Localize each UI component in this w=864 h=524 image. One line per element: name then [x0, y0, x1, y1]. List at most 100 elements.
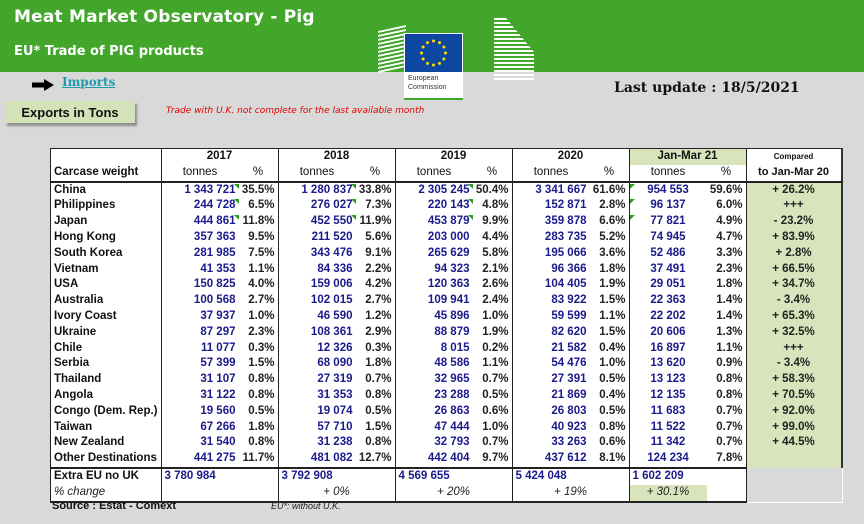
pct-jan-mar-21: 0.9%	[706, 356, 747, 373]
tonnes-2017: 11 077	[200, 341, 236, 354]
compared-change: - 23.2%	[746, 214, 843, 230]
pct-jan-mar-21: 0.7%	[706, 403, 747, 420]
compared-change	[746, 451, 843, 468]
tonnes-2018: 343 476	[310, 246, 353, 259]
pct-2018: 12.7%	[355, 451, 396, 468]
tonnes-2017: 19 560	[200, 404, 236, 417]
country-cell: New Zealand	[50, 435, 162, 452]
tonnes-2020: 83 922	[551, 294, 587, 307]
tonnes-jan-mar-21: 74 945	[650, 230, 686, 243]
table-row: Hong Kong 357 363 9.5% 211 520 5.6% 203 000 4.…	[50, 229, 843, 246]
last-update: Last update : 18/5/2021	[614, 80, 800, 96]
tonnes-2019: 45 896	[434, 309, 470, 322]
tonnes-2018: 31 353	[317, 388, 353, 401]
right-arrow-icon	[32, 79, 54, 91]
pct-2020: 1.0%	[589, 356, 630, 373]
tonnes-2017: 444 861	[161, 214, 239, 230]
tonnes-2017: 150 825	[193, 278, 236, 291]
table-row: Angola 31 122 0.8% 31 353 0.8% 23 288 0.5% 21 8…	[50, 387, 843, 404]
country-cell: Vietnam	[50, 261, 162, 278]
tonnes-2017: 37 937	[200, 309, 236, 322]
pct-2019: 2.4%	[472, 293, 513, 309]
eu-flag-icon	[405, 34, 462, 72]
imports-link[interactable]: Imports	[62, 75, 116, 89]
tonnes-2017: 87 297	[200, 325, 236, 338]
pct-2018: 1.2%	[355, 308, 396, 325]
exports-in-tons-button[interactable]: Exports in Tons	[5, 101, 135, 123]
compared-change: + 58.3%	[746, 372, 843, 388]
tonnes-2020: 359 878	[544, 215, 587, 228]
pct-2019: 0.5%	[472, 387, 513, 404]
pct-2017: 1.1%	[238, 261, 279, 278]
pct-2017: 7.5%	[238, 245, 279, 262]
tonnes-2020: 3 341 667	[535, 183, 587, 196]
percent-change-row: % change + 0% + 20% + 19% + 30.1%	[50, 484, 842, 503]
pct-2019: 2.1%	[472, 261, 513, 278]
table-row: Taiwan 67 266 1.8% 57 710 1.5% 47 444 1.0% 40 9…	[50, 419, 843, 436]
tonnes-2018: 68 090	[317, 357, 353, 370]
table-header-years: 2017 2018 2019 2020 Jan-Mar 21 Compared	[50, 147, 843, 165]
pct-2017: 4.0%	[238, 277, 279, 294]
tonnes-2020: 21 582	[551, 341, 587, 354]
tonnes-2019: 88 879	[434, 325, 470, 338]
country-cell: Philippines	[50, 198, 162, 215]
tonnes-2019: 109 941	[427, 294, 470, 307]
pct-2020: 0.6%	[589, 435, 630, 452]
tonnes-2020: 33 263	[551, 436, 587, 449]
tonnes-2020: 27 391	[551, 373, 587, 386]
tonnes-2018: 46 590	[317, 309, 353, 322]
pct-2018: 2.9%	[355, 324, 396, 341]
pct-2017: 1.5%	[238, 356, 279, 373]
pct-2018: 2.2%	[355, 261, 396, 278]
pct-2017: 2.3%	[238, 324, 279, 341]
tonnes-2018: 102 015	[310, 294, 353, 307]
pct-2019: 4.4%	[472, 229, 513, 246]
pct-2017: 11.7%	[238, 451, 279, 468]
pct-2017: 1.8%	[238, 419, 279, 436]
pct-2017: 35.5%	[238, 181, 279, 199]
pct-2019: 9.9%	[472, 214, 513, 230]
pct-2020: 1.8%	[589, 261, 630, 278]
pct-2018: 11.9%	[355, 214, 396, 230]
pct-2019: 9.7%	[472, 451, 513, 468]
pct-2018: 7.3%	[355, 198, 396, 215]
pct-jan-mar-21: 1.8%	[706, 277, 747, 294]
pct-jan-mar-21: 7.8%	[706, 451, 747, 468]
pct-jan-mar-21: 0.8%	[706, 372, 747, 388]
tonnes-jan-mar-21: 22 363	[650, 294, 686, 307]
tonnes-jan-mar-21: 954 553	[629, 182, 707, 199]
tonnes-2019: 48 586	[434, 357, 470, 370]
pct-jan-mar-21: 6.0%	[706, 198, 747, 215]
pct-2018: 2.7%	[355, 293, 396, 309]
tonnes-jan-mar-21: 52 486	[650, 246, 686, 259]
tonnes-2019: 23 288	[434, 388, 470, 401]
tonnes-2019: 32 965	[434, 373, 470, 386]
pct-2018: 9.1%	[355, 245, 396, 262]
table-row: Vietnam 41 353 1.1% 84 336 2.2% 94 323 2.1% 96 …	[50, 261, 843, 278]
pct-2019: 1.0%	[472, 419, 513, 436]
pct-jan-mar-21: 3.3%	[706, 245, 747, 262]
tonnes-jan-mar-21: 16 897	[650, 341, 686, 354]
total-row: Extra EU no UK 3 780 984 3 792 908 4 569…	[50, 466, 842, 485]
tonnes-jan-mar-21: 11 683	[650, 404, 686, 417]
tonnes-2020: 104 405	[544, 278, 587, 291]
tonnes-2020: 54 476	[551, 357, 587, 370]
compared-change: + 34.7%	[746, 277, 843, 294]
table-body: China 1 343 721 35.5% 1 280 837 33.8% 2 305 2…	[50, 181, 843, 468]
pct-2020: 8.1%	[589, 451, 630, 468]
tonnes-2017: 357 363	[193, 230, 236, 243]
table-row: Serbia 57 399 1.5% 68 090 1.8% 48 586 1.1% 54 4…	[50, 356, 843, 373]
tonnes-2020: 437 612	[544, 452, 587, 465]
pct-jan-mar-21: 1.1%	[706, 340, 747, 357]
tonnes-2020: 21 869	[551, 388, 587, 401]
pct-2018: 0.3%	[355, 340, 396, 357]
pct-2020: 5.2%	[589, 229, 630, 246]
pct-2019: 1.0%	[472, 308, 513, 325]
page-title: Meat Market Observatory - Pig	[14, 7, 315, 27]
pct-2020: 1.1%	[589, 308, 630, 325]
compared-change: + 65.3%	[746, 308, 843, 325]
tonnes-2020: 283 735	[544, 230, 587, 243]
compared-change: - 3.4%	[746, 293, 843, 309]
pct-2017: 0.8%	[238, 435, 279, 452]
page-subtitle: EU* Trade of PIG products	[14, 44, 204, 59]
